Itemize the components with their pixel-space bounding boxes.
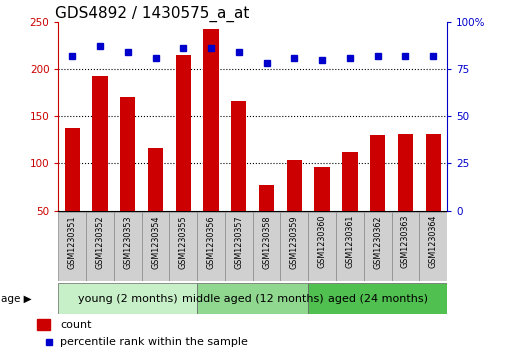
Text: GSM1230360: GSM1230360 <box>318 215 327 269</box>
Text: GSM1230359: GSM1230359 <box>290 215 299 269</box>
Text: GSM1230357: GSM1230357 <box>234 215 243 269</box>
Bar <box>364 212 392 281</box>
Bar <box>308 212 336 281</box>
Text: aged (24 months): aged (24 months) <box>328 294 428 303</box>
Bar <box>142 212 170 281</box>
Text: GDS4892 / 1430575_a_at: GDS4892 / 1430575_a_at <box>54 5 249 22</box>
Bar <box>398 134 413 211</box>
Bar <box>342 152 358 211</box>
Bar <box>65 129 80 211</box>
Bar <box>37 319 50 330</box>
Text: GSM1230356: GSM1230356 <box>207 215 215 269</box>
Text: GSM1230351: GSM1230351 <box>68 215 77 269</box>
Bar <box>419 212 447 281</box>
Bar <box>114 212 142 281</box>
Text: GSM1230358: GSM1230358 <box>262 215 271 269</box>
Text: young (2 months): young (2 months) <box>78 294 178 303</box>
Bar <box>176 55 191 211</box>
Bar <box>148 148 163 211</box>
Bar <box>426 134 441 211</box>
Bar <box>370 135 385 211</box>
Bar <box>225 212 253 281</box>
Bar <box>58 212 86 281</box>
Text: GSM1230362: GSM1230362 <box>373 215 382 269</box>
Text: middle aged (12 months): middle aged (12 months) <box>182 294 324 303</box>
Bar <box>197 212 225 281</box>
Text: percentile rank within the sample: percentile rank within the sample <box>60 337 248 347</box>
Bar <box>120 97 136 211</box>
Text: GSM1230361: GSM1230361 <box>345 215 355 269</box>
Text: GSM1230352: GSM1230352 <box>96 215 105 269</box>
Bar <box>231 101 246 211</box>
Text: GSM1230353: GSM1230353 <box>123 215 132 269</box>
Bar <box>392 212 419 281</box>
Bar <box>197 283 308 314</box>
Text: age ▶: age ▶ <box>1 294 31 303</box>
Text: GSM1230354: GSM1230354 <box>151 215 160 269</box>
Bar <box>280 212 308 281</box>
Bar <box>314 167 330 211</box>
Text: count: count <box>60 319 91 330</box>
Bar <box>86 212 114 281</box>
Bar <box>253 212 280 281</box>
Bar <box>92 76 108 211</box>
Bar <box>336 212 364 281</box>
Bar <box>308 283 447 314</box>
Bar <box>259 185 274 211</box>
Bar <box>204 29 219 211</box>
Bar <box>287 160 302 211</box>
Bar <box>170 212 197 281</box>
Text: GSM1230355: GSM1230355 <box>179 215 188 269</box>
Bar <box>58 283 197 314</box>
Text: GSM1230364: GSM1230364 <box>429 215 438 269</box>
Text: GSM1230363: GSM1230363 <box>401 215 410 269</box>
